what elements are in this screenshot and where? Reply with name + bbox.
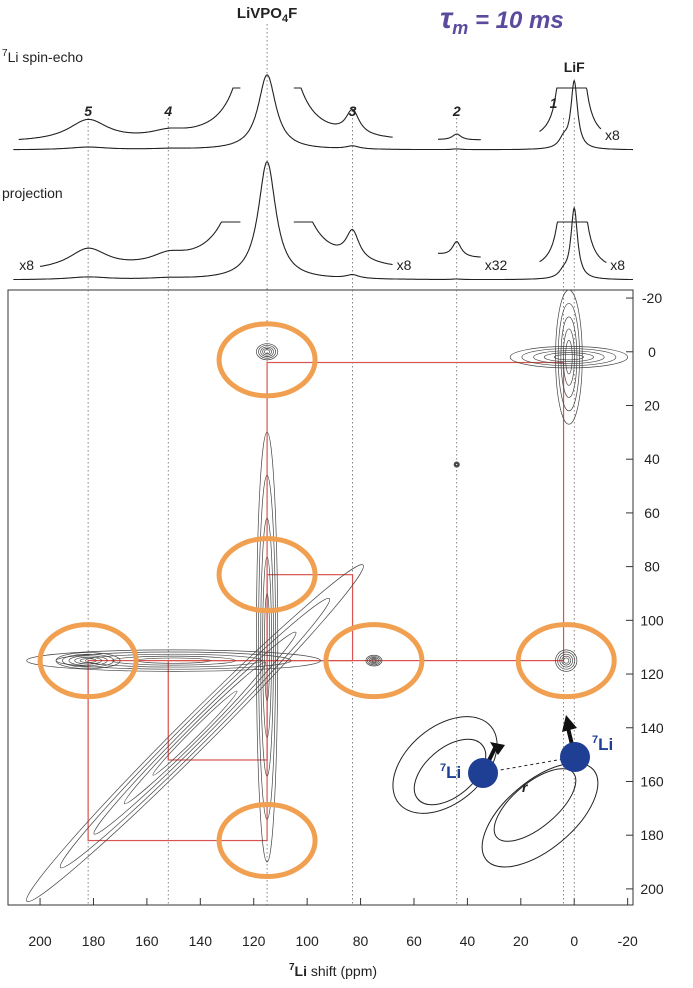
x-tick-label: 160 xyxy=(135,933,159,949)
contour xyxy=(564,658,569,663)
y-tick-label: 200 xyxy=(640,881,664,897)
y-tick-label: 80 xyxy=(644,559,660,575)
peak-label-part: F xyxy=(288,5,297,22)
expanded-trace xyxy=(294,88,393,137)
x-label-main: Li xyxy=(295,963,307,979)
x-tick-label: 60 xyxy=(406,933,422,949)
x-tick-label: 180 xyxy=(82,933,106,949)
figure: τm = 10 ms 7Li spin-echo projection 7Li … xyxy=(0,0,693,988)
x-tick-label: 0 xyxy=(570,933,578,949)
peak-label: 4 xyxy=(163,103,172,119)
x-tick-label: 20 xyxy=(513,933,529,949)
title-sub: m xyxy=(452,18,468,38)
expanded-trace xyxy=(40,222,240,266)
y-tick-label: 160 xyxy=(640,773,664,789)
expanded-trace xyxy=(19,88,241,140)
x-tick-label: 80 xyxy=(353,933,369,949)
correlation-box xyxy=(267,363,563,661)
contour xyxy=(120,658,271,809)
expanded-trace xyxy=(540,222,607,263)
contour xyxy=(554,354,583,359)
peak-label-part: LiVPO xyxy=(237,5,282,22)
projection-label: projection xyxy=(2,185,63,201)
nucleus-label: 7Li xyxy=(440,762,461,782)
x-label-rest: shift (ppm) xyxy=(307,963,377,979)
contour xyxy=(566,340,573,374)
arrow-head xyxy=(562,715,577,732)
peak-label: 5 xyxy=(84,103,92,119)
contour xyxy=(556,290,583,424)
correlation-box xyxy=(88,661,267,841)
echo-label-text: Li spin-echo xyxy=(8,49,84,65)
contour xyxy=(51,590,338,877)
scale-label: x8 xyxy=(610,257,625,273)
scale-label: x8 xyxy=(397,257,412,273)
expanded-trace xyxy=(294,222,393,265)
y-tick-label: 100 xyxy=(640,612,664,628)
y-tick-label: 20 xyxy=(644,397,660,413)
nucleus-label: 7Li xyxy=(592,734,613,754)
title-rest: = 10 ms xyxy=(468,7,563,34)
x-tick-label: 40 xyxy=(460,933,476,949)
contour xyxy=(150,688,240,778)
x-tick-label: 100 xyxy=(295,933,319,949)
contour xyxy=(510,346,628,367)
li-nucleus xyxy=(468,758,498,788)
y-tick-label: 120 xyxy=(640,666,664,682)
expanded-trace xyxy=(438,134,481,140)
peak-label: LiVPO4F xyxy=(237,5,297,25)
y-tick-label: -20 xyxy=(642,290,662,306)
x-tick-label: 140 xyxy=(189,933,213,949)
nucleus-main: Li xyxy=(598,735,613,754)
contour xyxy=(15,554,374,913)
contour xyxy=(456,464,458,466)
expanded-trace xyxy=(438,242,481,257)
x-tick-label: -20 xyxy=(618,933,638,949)
scale-label: x32 xyxy=(485,257,508,273)
contour xyxy=(522,349,616,366)
echo-trace xyxy=(13,75,633,150)
peak-label: 1 xyxy=(550,95,558,111)
x-tick-label: 200 xyxy=(28,933,52,949)
scale-label: x8 xyxy=(19,257,34,273)
y-tick-label: 140 xyxy=(640,720,664,736)
nucleus-main: Li xyxy=(446,763,461,782)
correlation-box xyxy=(168,661,267,760)
li-nucleus xyxy=(560,742,590,772)
contour xyxy=(563,329,574,385)
y-tick-label: 60 xyxy=(644,505,660,521)
x-tick-label: 120 xyxy=(242,933,266,949)
x-axis-label: 7Li shift (ppm) xyxy=(289,962,377,979)
scale-label: x8 xyxy=(605,127,620,143)
contour xyxy=(544,353,593,362)
y-tick-label: 40 xyxy=(644,451,660,467)
peak-label: 2 xyxy=(452,103,461,119)
contour xyxy=(558,303,579,410)
peak-label: LiF xyxy=(564,59,585,75)
y-tick-label: 0 xyxy=(648,344,656,360)
dipolar-scheme: 7Li 7Li r xyxy=(375,697,616,886)
y-tick-label: 180 xyxy=(640,827,664,843)
title: τm = 10 ms xyxy=(440,2,564,38)
echo-label: 7Li spin-echo xyxy=(2,48,83,65)
